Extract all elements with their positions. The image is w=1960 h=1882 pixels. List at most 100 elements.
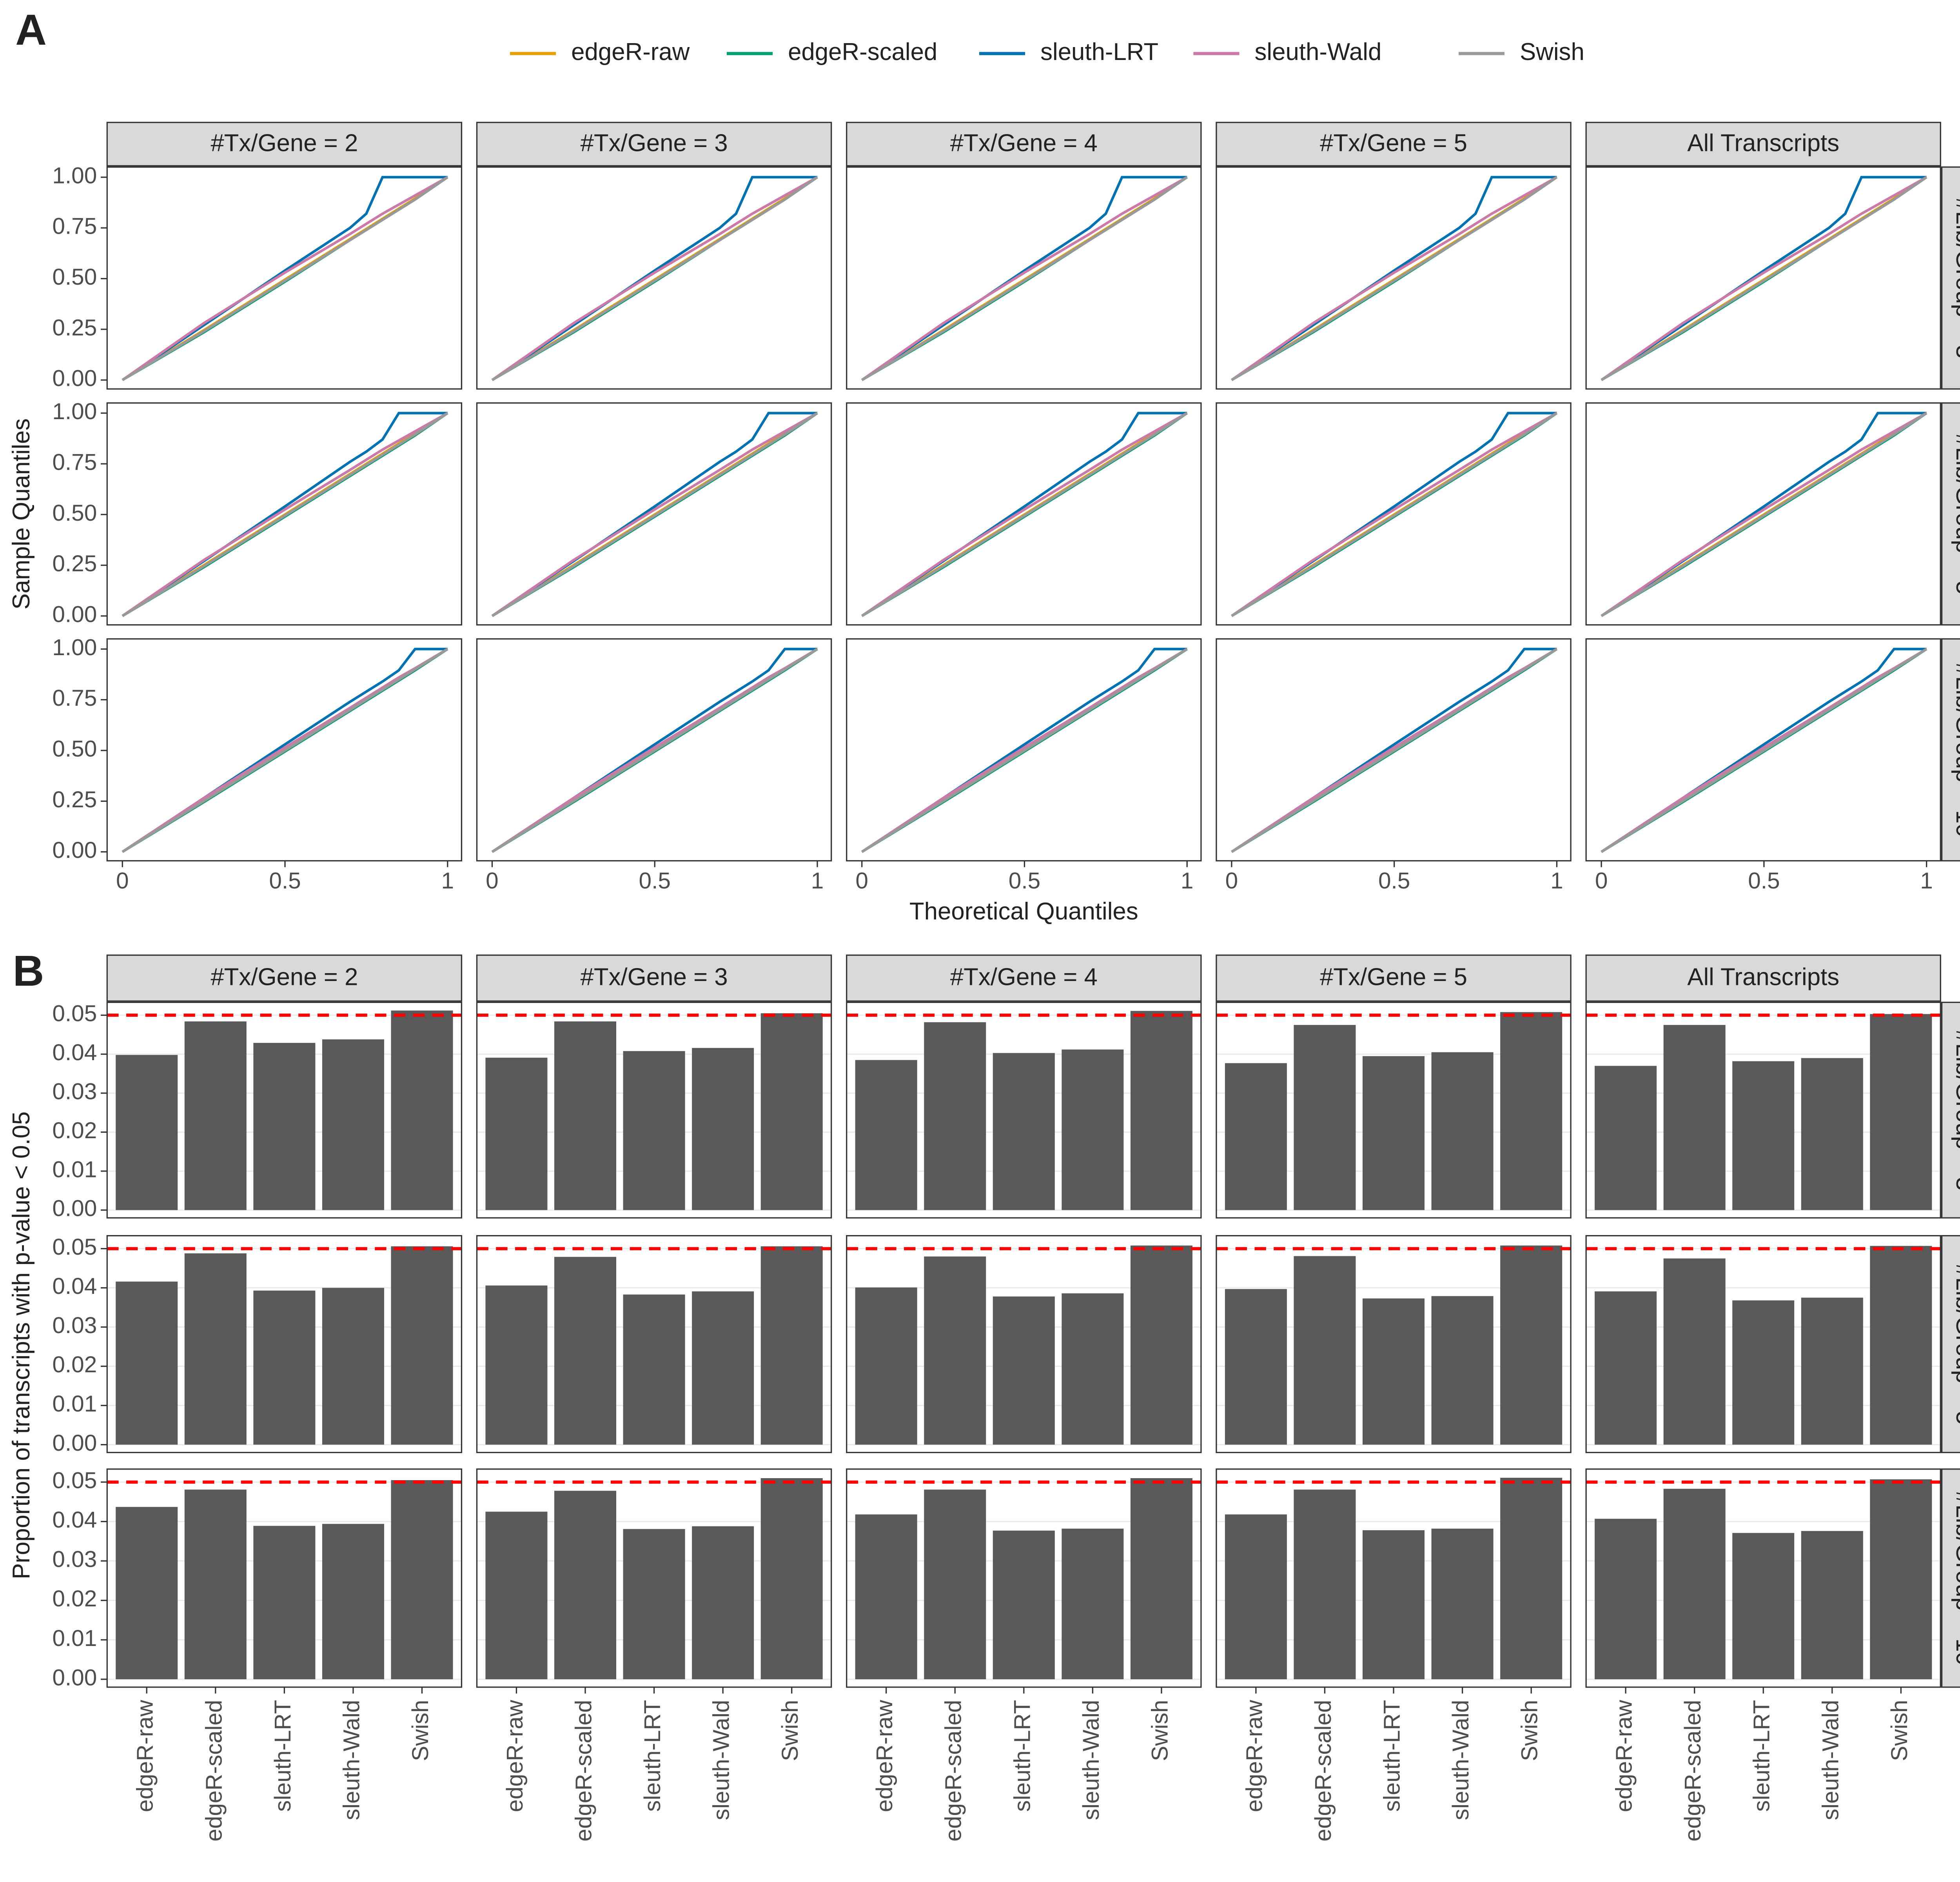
y-tick-label: 0.75: [52, 685, 97, 711]
strip: [476, 954, 832, 1002]
bar: [1663, 1258, 1726, 1445]
y-tick-label: 1.00: [52, 635, 97, 660]
row-strip-label: #Lib/Group = 5: [1951, 1264, 1960, 1424]
strip: [1585, 954, 1941, 1002]
y-tick-label: 1.00: [52, 163, 97, 188]
x-tick-label: sleuth-LRT: [1749, 1700, 1775, 1812]
x-tick-label: 0: [116, 868, 129, 894]
bar: [1225, 1514, 1287, 1679]
strip: [1941, 1235, 1960, 1453]
y-tick-label: 0.01: [52, 1391, 97, 1417]
strip: [1216, 122, 1572, 167]
panel-border: [476, 1235, 832, 1453]
bar: [1363, 1298, 1425, 1445]
bar: [760, 1013, 823, 1210]
qq-line: [122, 648, 448, 853]
panel-border: [1216, 1235, 1572, 1453]
panel-border: [1216, 1001, 1572, 1219]
qq-line: [1231, 412, 1558, 617]
x-tick-label: sleuth-Wald: [1818, 1700, 1843, 1820]
x-tick-label: 1: [811, 868, 824, 894]
y-tick-label: 0.50: [52, 500, 97, 526]
bar: [692, 1048, 754, 1210]
qq-line: [1601, 412, 1927, 617]
bar: [391, 1246, 453, 1445]
panel-border: [476, 1468, 832, 1688]
column-strip-label: #Tx/Gene = 4: [950, 129, 1098, 156]
x-tick-label: edgeR-scaled: [201, 1700, 227, 1842]
bar: [1130, 1478, 1192, 1679]
bar: [623, 1529, 685, 1679]
bar: [1225, 1063, 1287, 1210]
x-tick-label: edgeR-raw: [1612, 1700, 1637, 1812]
x-tick-label: edgeR-raw: [872, 1700, 897, 1812]
bar: [1595, 1066, 1657, 1210]
bar: [253, 1290, 316, 1445]
panel-border: [1585, 1468, 1941, 1688]
row-strip-label: #Lib/Group = 3: [1951, 198, 1960, 358]
y-tick-label: 0.00: [52, 837, 97, 863]
legend-label: edgeR-raw: [571, 38, 690, 65]
x-tick-label: edgeR-scaled: [1680, 1700, 1706, 1842]
legend-label: edgeR-scaled: [788, 38, 937, 65]
bar: [1225, 1289, 1287, 1445]
y-tick-label: 0.05: [52, 1468, 97, 1493]
bar: [1870, 1246, 1932, 1445]
bar: [1130, 1011, 1192, 1210]
bar: [993, 1053, 1055, 1210]
panel-label: A: [15, 6, 47, 54]
bar: [1870, 1014, 1932, 1210]
bar: [1363, 1530, 1425, 1679]
y-tick-label: 0.75: [52, 449, 97, 475]
bar: [485, 1057, 548, 1210]
bar: [1500, 1012, 1563, 1210]
bar: [855, 1060, 917, 1210]
bar: [1801, 1058, 1863, 1210]
y-tick-label: 0.00: [52, 1665, 97, 1690]
x-tick-label: 0: [1595, 868, 1608, 894]
y-tick-label: 0.25: [52, 551, 97, 576]
x-tick-label: Swish: [777, 1700, 803, 1761]
bar: [1130, 1245, 1192, 1445]
bar: [1062, 1049, 1124, 1210]
row-strip-label: #Lib/Group = 5: [1951, 434, 1960, 594]
qq-line: [861, 412, 1188, 617]
bar: [760, 1478, 823, 1679]
strip: [476, 122, 832, 167]
bar: [1431, 1052, 1494, 1210]
bar: [1294, 1025, 1356, 1210]
qq-line: [861, 176, 1188, 381]
bar: [485, 1511, 548, 1679]
x-tick-label: edgeR-scaled: [941, 1700, 966, 1842]
y-tick-label: 0.01: [52, 1626, 97, 1651]
bar: [1500, 1477, 1563, 1679]
qq-line: [1601, 176, 1927, 381]
qq-line: [122, 412, 448, 617]
bar: [485, 1285, 548, 1445]
x-tick-label: Swish: [1887, 1700, 1912, 1761]
panel-border: [846, 1235, 1202, 1453]
column-strip-label: #Tx/Gene = 5: [1320, 964, 1467, 991]
qq-line: [1231, 412, 1558, 617]
bar: [623, 1051, 685, 1210]
panel-border: [846, 1001, 1202, 1219]
bar: [322, 1288, 384, 1445]
x-tick-label: sleuth-LRT: [640, 1700, 665, 1812]
y-tick-label: 0.25: [52, 787, 97, 812]
qq-line: [1601, 412, 1927, 617]
y-tick-label: 1.00: [52, 399, 97, 424]
qq-line: [122, 176, 448, 381]
y-tick-label: 0.04: [52, 1273, 97, 1299]
panel-border: [106, 1468, 463, 1688]
bar: [184, 1490, 247, 1679]
panel-border: [106, 1235, 463, 1453]
x-tick-label: Swish: [1147, 1700, 1172, 1761]
strip: [1941, 1468, 1960, 1688]
column-strip-label: #Tx/Gene = 5: [1320, 129, 1467, 156]
bar: [993, 1530, 1055, 1679]
bar: [993, 1296, 1055, 1445]
x-tick-label: sleuth-Wald: [1078, 1700, 1104, 1820]
bar: [692, 1291, 754, 1445]
bar: [116, 1281, 178, 1445]
